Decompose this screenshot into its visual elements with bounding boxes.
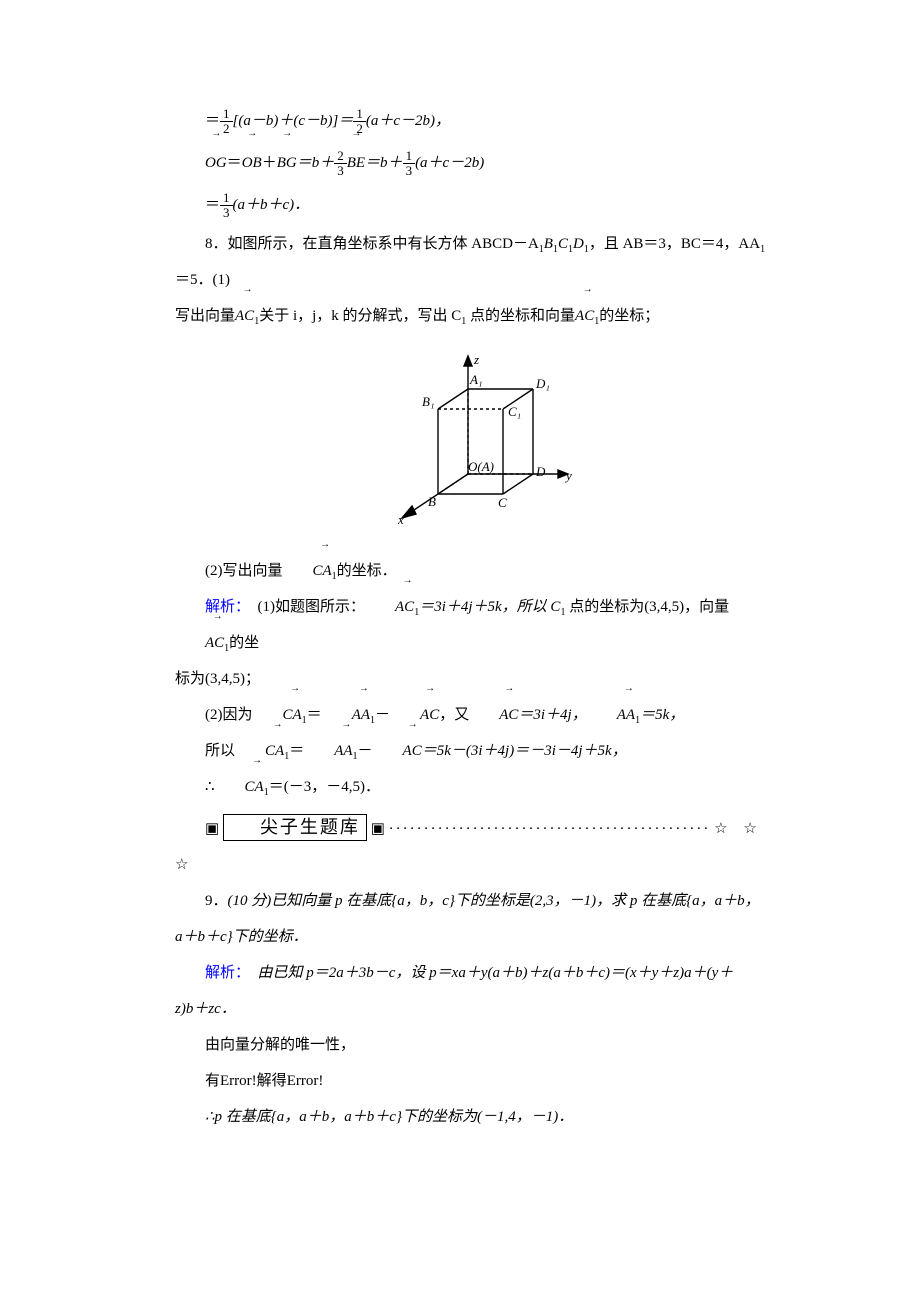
svg-text:C₁: C₁ bbox=[508, 404, 521, 419]
page: ＝12[(a－b)＋(c－b)]＝12(a＋c－2b)， →OG＝→OB＋→BG… bbox=[0, 0, 920, 1302]
sol8-p1: 解析： (1)如题图所示：→AC1＝3i＋4j＋5k，所以 C1 点的坐标为(3… bbox=[175, 589, 770, 661]
svg-text:D: D bbox=[535, 464, 546, 479]
eq3: ＝13(a＋b＋c)． bbox=[175, 184, 770, 226]
svg-text:B₁: B₁ bbox=[422, 394, 434, 409]
box-icon: ▣ bbox=[371, 821, 385, 837]
svg-text:C: C bbox=[498, 495, 507, 510]
q8-paragraph: 8．如图所示，在直角坐标系中有长方体 ABCD－A1B1C1D1，且 AB＝3，… bbox=[175, 226, 770, 298]
q9-line2: a＋b＋c}下的坐标． bbox=[175, 919, 770, 955]
section-header: ▣ 尖子生题库 ▣ ······························… bbox=[175, 811, 770, 883]
svg-text:O(A): O(A) bbox=[468, 459, 494, 474]
sol9-p2: 由向量分解的唯一性， bbox=[175, 1027, 770, 1063]
svg-text:y: y bbox=[564, 468, 572, 483]
q8-line2: 写出向量→AC1关于 i，j，k 的分解式，写出 C1 点的坐标和向量→AC1的… bbox=[175, 298, 770, 334]
sol9-p1b: z)b＋zc． bbox=[175, 991, 770, 1027]
svg-text:B: B bbox=[428, 494, 436, 509]
dots: ········································… bbox=[389, 821, 711, 837]
eq1-rhs: (a＋c－2b)， bbox=[366, 113, 450, 129]
section-title: 尖子生题库 bbox=[223, 814, 367, 841]
q9-paragraph: 9．(10 分)已知向量 p 在基底{a，b，c}下的坐标是(2,3，－1)，求… bbox=[175, 883, 770, 919]
sol9-p3: 有Error!解得Error! bbox=[175, 1063, 770, 1099]
svg-text:x: x bbox=[397, 512, 404, 527]
q9-number: 9． bbox=[205, 893, 228, 909]
q8-number: 8． bbox=[205, 236, 228, 252]
svg-text:A₁: A₁ bbox=[469, 372, 482, 387]
eq1: ＝12[(a－b)＋(c－b)]＝12(a＋c－2b)， bbox=[175, 100, 770, 142]
sol8-p4: ∴→CA1＝(－3，－4,5)． bbox=[175, 769, 770, 805]
sol9-p4: ∴p 在基底{a，a＋b，a＋b＋c}下的坐标为(－1,4，－1)． bbox=[175, 1099, 770, 1135]
cuboid-diagram: z y x A₁ B₁ C₁ D₁ O(A) B C D bbox=[175, 344, 770, 543]
svg-text:D₁: D₁ bbox=[535, 376, 550, 391]
q8-part2: (2)写出向量→CA1的坐标． bbox=[175, 553, 770, 589]
sol9-p1: 解析： 由已知 p＝2a＋3b－c，设 p＝xa＋y(a＋b)＋z(a＋b＋c)… bbox=[175, 955, 770, 991]
solution-label: 解析： bbox=[205, 965, 243, 981]
box-icon: ▣ bbox=[205, 821, 219, 837]
error-text: Error! bbox=[287, 1073, 324, 1089]
error-text: Error! bbox=[220, 1073, 257, 1089]
svg-text:z: z bbox=[473, 352, 479, 367]
eq1-lhs: [(a－b)＋(c－b)]＝ bbox=[233, 113, 354, 129]
eq2: →OG＝→OB＋→BG＝b＋23→BE＝b＋13(a＋c－2b) bbox=[175, 142, 770, 184]
